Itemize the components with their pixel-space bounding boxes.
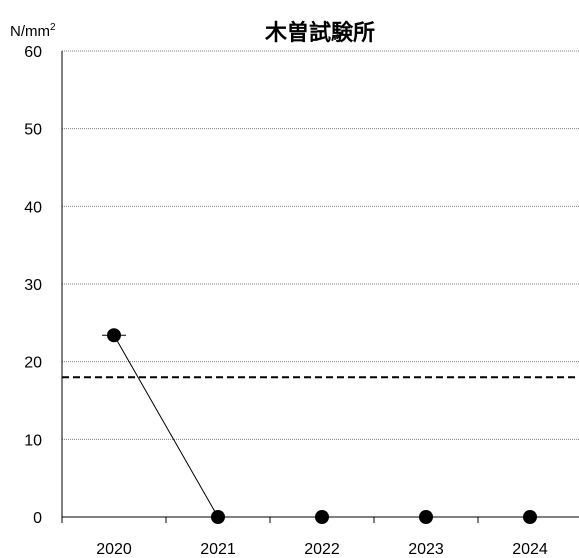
- series: [102, 328, 537, 524]
- series-line-0: [113, 335, 530, 518]
- y-tick-label-20: 20: [24, 355, 42, 372]
- y-tick-labels: 0 10 20 30 40 50 60: [24, 44, 42, 527]
- y-tick-label-0: 0: [33, 510, 42, 527]
- x-tick-label-2023: 2023: [408, 541, 444, 558]
- x-tick-labels: 2020 2021 2022 2023 2024: [96, 541, 548, 558]
- y-tick-label-60: 60: [24, 44, 42, 61]
- x-tick-label-2020: 2020: [96, 541, 132, 558]
- data-point-2022: [315, 510, 329, 524]
- y-tick-label-40: 40: [24, 199, 42, 216]
- y-tick-label-30: 30: [24, 277, 42, 294]
- data-point-2021: [211, 510, 225, 524]
- x-tick-label-2024: 2024: [512, 541, 548, 558]
- x-tick-label-2021: 2021: [200, 541, 236, 558]
- y-tick-label-50: 50: [24, 122, 42, 139]
- y-axis-unit-label: N/mm2: [10, 22, 56, 40]
- chart-title: 木曽試験所: [264, 20, 375, 46]
- data-point-2023: [419, 510, 433, 524]
- y-axis-unit-text: N/mm: [10, 23, 50, 40]
- axes: [61, 51, 579, 523]
- y-tick-label-10: 10: [24, 432, 42, 449]
- x-tick-label-2022: 2022: [304, 541, 340, 558]
- data-point-2020: [107, 328, 121, 343]
- data-point-2024: [523, 510, 537, 524]
- gridlines: [62, 50, 579, 440]
- y-axis-unit-superscript: 2: [50, 22, 56, 33]
